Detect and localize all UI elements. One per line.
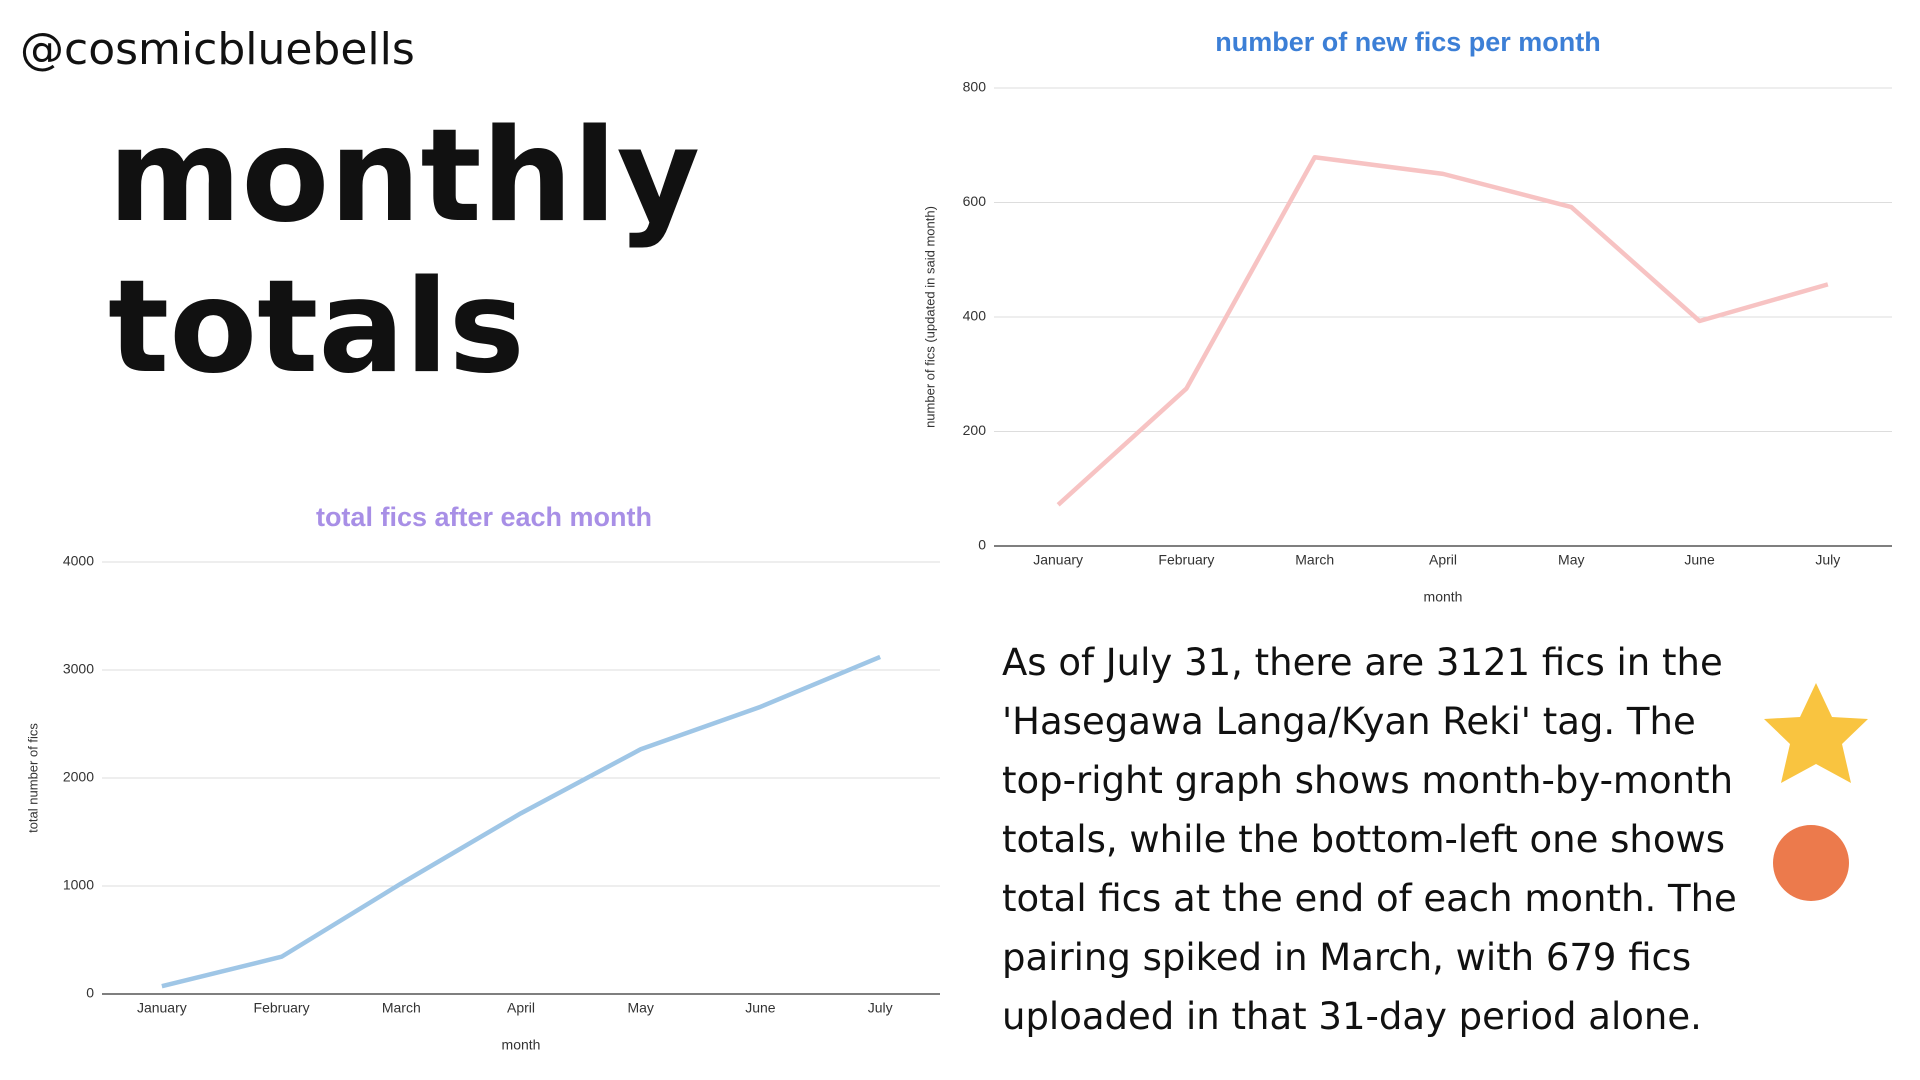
paragraph-line: uploaded in that 31-day period alone. (1002, 995, 1702, 1038)
y-tick-label: 2000 (63, 769, 94, 785)
x-tick-label: January (137, 1000, 187, 1016)
x-tick-label: March (1295, 552, 1334, 568)
y-tick-label: 0 (86, 985, 94, 1001)
circle-decoration (1773, 825, 1849, 901)
x-tick-label: February (254, 1000, 310, 1016)
y-axis-label: total number of fics (25, 723, 40, 833)
paragraph-line: pairing spiked in March, with 679 fics (1002, 936, 1691, 979)
y-tick-label: 200 (963, 422, 987, 438)
y-tick-label: 0 (978, 537, 986, 553)
x-tick-label: May (627, 1000, 653, 1016)
paragraph-line: total fics at the end of each month. The (1002, 877, 1737, 920)
y-tick-label: 600 (963, 193, 987, 209)
y-tick-label: 1000 (63, 877, 94, 893)
data-line (161, 654, 882, 989)
heading-line: totals (108, 253, 525, 402)
x-tick-label: July (1815, 552, 1840, 568)
x-tick-label: January (1033, 552, 1083, 568)
x-axis-label: month (502, 1037, 541, 1053)
paragraph-line: 'Hasegawa Langa/Kyan Reki' tag. The (1002, 700, 1696, 743)
handle: @cosmicbluebells (20, 24, 415, 75)
x-tick-label: February (1158, 552, 1214, 568)
x-axis-label: month (1424, 589, 1463, 605)
paragraph-line: top-right graph shows month-by-month (1002, 759, 1733, 802)
paragraph-line: As of July 31, there are 3121 fics in th… (1002, 641, 1723, 684)
y-tick-label: 4000 (63, 553, 94, 569)
paragraph-line: totals, while the bottom-left one shows (1002, 818, 1725, 861)
y-tick-label: 400 (963, 308, 987, 324)
x-tick-label: May (1558, 552, 1584, 568)
x-tick-label: April (1429, 552, 1457, 568)
x-tick-label: July (868, 1000, 893, 1016)
x-tick-label: June (1684, 552, 1715, 568)
data-line (1056, 155, 1829, 507)
chart-title: number of new fics per month (1215, 27, 1601, 57)
star-decoration (1764, 683, 1868, 783)
x-tick-label: April (507, 1000, 535, 1016)
y-axis-label: number of fics (updated in said month) (922, 206, 937, 428)
y-tick-label: 3000 (63, 661, 94, 677)
x-tick-label: June (745, 1000, 776, 1016)
heading-line: monthly (108, 102, 700, 251)
chart-title: total fics after each month (316, 502, 652, 532)
y-tick-label: 800 (963, 79, 987, 95)
x-tick-label: March (382, 1000, 421, 1016)
